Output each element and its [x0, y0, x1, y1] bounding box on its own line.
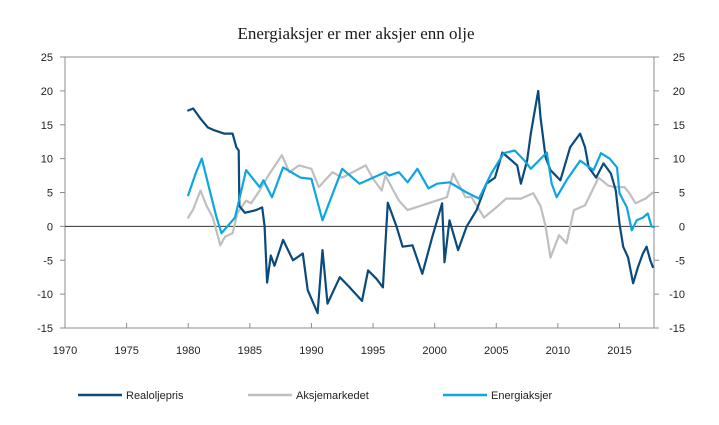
y-tick-label-left: 25	[41, 52, 53, 64]
y-tick-label-left: 15	[41, 120, 53, 132]
y-tick-label-right: 25	[673, 52, 685, 64]
series-line-realoljepris	[187, 89, 654, 315]
x-tick-label: 2000	[422, 345, 446, 357]
legend-label-realoljepris: Realoljepris	[126, 390, 184, 402]
y-tick-label-right: 5	[679, 188, 685, 200]
x-tick-label: 2015	[607, 345, 631, 357]
plot-area: -15 -15 -10 -10 -5 -5 0 0 5 5 10 10 15 15 20 20 25 25 1970…	[37, 52, 685, 357]
y-tick-label-left: -5	[43, 255, 53, 267]
y-tick-label-left: -10	[37, 289, 53, 301]
axes: -15 -15 -10 -10 -5 -5 0 0 5 5 10 10 15 15 20 20 25 25 1970…	[37, 52, 685, 357]
x-tick-label: 2005	[484, 345, 508, 357]
x-tick-label: 1995	[361, 345, 385, 357]
legend-label-aksjemarkedet: Aksjemarkedet	[296, 390, 369, 402]
y-tick-label-left: 0	[47, 221, 53, 233]
legend-label-energiaksjer: Energiaksjer	[491, 390, 552, 402]
series-line-energiaksjer	[187, 149, 656, 235]
series-layer	[187, 89, 656, 315]
legend: Realoljepris Aksjemarkedet Energiaksjer	[78, 390, 552, 402]
y-tick-label-left: -15	[37, 323, 53, 335]
y-tick-label-right: -5	[675, 255, 685, 267]
y-tick-label-left: 5	[47, 188, 53, 200]
x-tick-label: 2010	[546, 345, 570, 357]
y-tick-label-right: 15	[673, 120, 685, 132]
x-tick-label: 1970	[53, 345, 77, 357]
y-tick-label-right: -15	[669, 323, 685, 335]
x-tick-label: 1975	[114, 345, 138, 357]
y-tick-label-right: -10	[669, 289, 685, 301]
y-tick-label-right: 20	[673, 86, 685, 98]
y-tick-label-right: 10	[673, 154, 685, 166]
x-tick-label: 1980	[176, 345, 200, 357]
y-tick-label-right: 0	[679, 221, 685, 233]
y-tick-label-left: 10	[41, 154, 53, 166]
y-tick-label-left: 20	[41, 86, 53, 98]
series-line-aksjemarkedet	[187, 154, 654, 259]
x-tick-label: 1985	[238, 345, 262, 357]
x-tick-label: 1990	[299, 345, 323, 357]
chart-title: Energiaksjer er mer aksjer enn olje	[237, 24, 474, 43]
